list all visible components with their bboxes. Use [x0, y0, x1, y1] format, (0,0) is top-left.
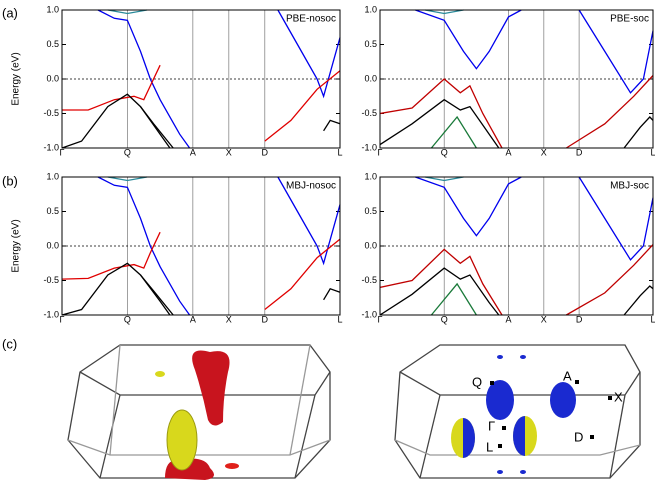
band: [380, 79, 502, 148]
panel-tag: MBJ-nosoc: [286, 181, 336, 192]
y-tick-label: -0.5: [361, 108, 377, 118]
y-tick-label: -0.5: [43, 275, 59, 285]
x-tick-label: Q: [124, 147, 131, 157]
x-tick-label: A: [190, 147, 196, 157]
band: [380, 249, 502, 315]
y-tick-label: 1.0: [46, 171, 59, 181]
x-tick-label: A: [505, 314, 511, 324]
y-tick-label: 0.5: [46, 206, 59, 216]
band: [431, 117, 476, 148]
k-point-label: A: [563, 368, 572, 383]
x-tick-label: X: [541, 147, 547, 157]
x-tick-label: Γ: [60, 314, 65, 324]
x-tick-label: Q: [124, 314, 131, 324]
x-tick-label: X: [226, 314, 232, 324]
y-tick-label: 0.5: [364, 206, 377, 216]
x-tick-label: Q: [441, 147, 448, 157]
y-tick-label: 1.0: [46, 4, 59, 14]
panel-label: (b): [2, 173, 18, 188]
panel-tag: MBJ-soc: [610, 181, 649, 192]
k-point-label: Q: [472, 374, 482, 389]
x-tick-label: X: [541, 314, 547, 324]
k-point-label: Γ: [488, 418, 495, 433]
band: [415, 10, 521, 69]
band: [265, 239, 340, 309]
band: [62, 65, 160, 110]
y-tick-label: -0.5: [361, 275, 377, 285]
band: [380, 268, 499, 315]
x-tick-label: L: [650, 314, 655, 324]
x-tick-label: Q: [441, 314, 448, 324]
x-tick-label: D: [576, 314, 583, 324]
x-tick-label: L: [337, 314, 342, 324]
y-tick-label: 0.0: [364, 73, 377, 83]
x-tick-label: Γ: [378, 314, 383, 324]
band: [62, 94, 170, 148]
k-point-label: D: [574, 429, 583, 444]
fermi-pockets-left: [155, 350, 239, 480]
y-tick-label: 0.0: [46, 73, 59, 83]
k-point-label: X: [614, 389, 623, 404]
x-tick-label: L: [337, 147, 342, 157]
band: [624, 286, 653, 315]
x-tick-label: X: [226, 147, 232, 157]
y-axis-label: Energy (eV): [11, 219, 22, 272]
band: [380, 100, 499, 148]
panel-label: (c): [2, 336, 17, 351]
band: [324, 120, 340, 130]
fermi-pockets-right: [451, 355, 612, 474]
y-axis-label: Energy (eV): [11, 52, 22, 105]
panel-label: (a): [2, 5, 18, 20]
y-tick-label: -1.0: [361, 309, 377, 319]
y-tick-label: -1.0: [43, 142, 59, 152]
x-tick-label: Γ: [378, 147, 383, 157]
x-tick-label: A: [190, 314, 196, 324]
x-tick-label: D: [262, 147, 269, 157]
panel-tag: PBE-nosoc: [286, 14, 336, 25]
figure: (a) (b) (c) Q A Γ L D X ΓQAXDL-1.0-0.50: [0, 0, 655, 487]
x-tick-label: D: [576, 147, 583, 157]
k-point-label: L: [486, 439, 493, 454]
y-tick-label: 0.0: [46, 240, 59, 250]
y-tick-label: -1.0: [43, 309, 59, 319]
y-tick-label: -1.0: [361, 142, 377, 152]
y-tick-label: 0.5: [46, 39, 59, 49]
band: [624, 117, 653, 148]
panel-tag: PBE-soc: [610, 14, 649, 25]
y-tick-label: 1.0: [364, 4, 377, 14]
x-tick-label: D: [262, 314, 269, 324]
band: [62, 232, 160, 279]
y-tick-label: -0.5: [43, 108, 59, 118]
x-tick-label: A: [505, 147, 511, 157]
band: [265, 71, 340, 141]
band: [62, 263, 170, 315]
band: [431, 284, 476, 315]
band: [415, 177, 521, 236]
fermi-surface-right: [395, 345, 640, 478]
y-tick-label: 0.5: [364, 39, 377, 49]
x-tick-label: Γ: [60, 147, 65, 157]
y-tick-label: 0.0: [364, 240, 377, 250]
band: [324, 289, 340, 300]
y-tick-label: 1.0: [364, 171, 377, 181]
x-tick-label: L: [650, 147, 655, 157]
